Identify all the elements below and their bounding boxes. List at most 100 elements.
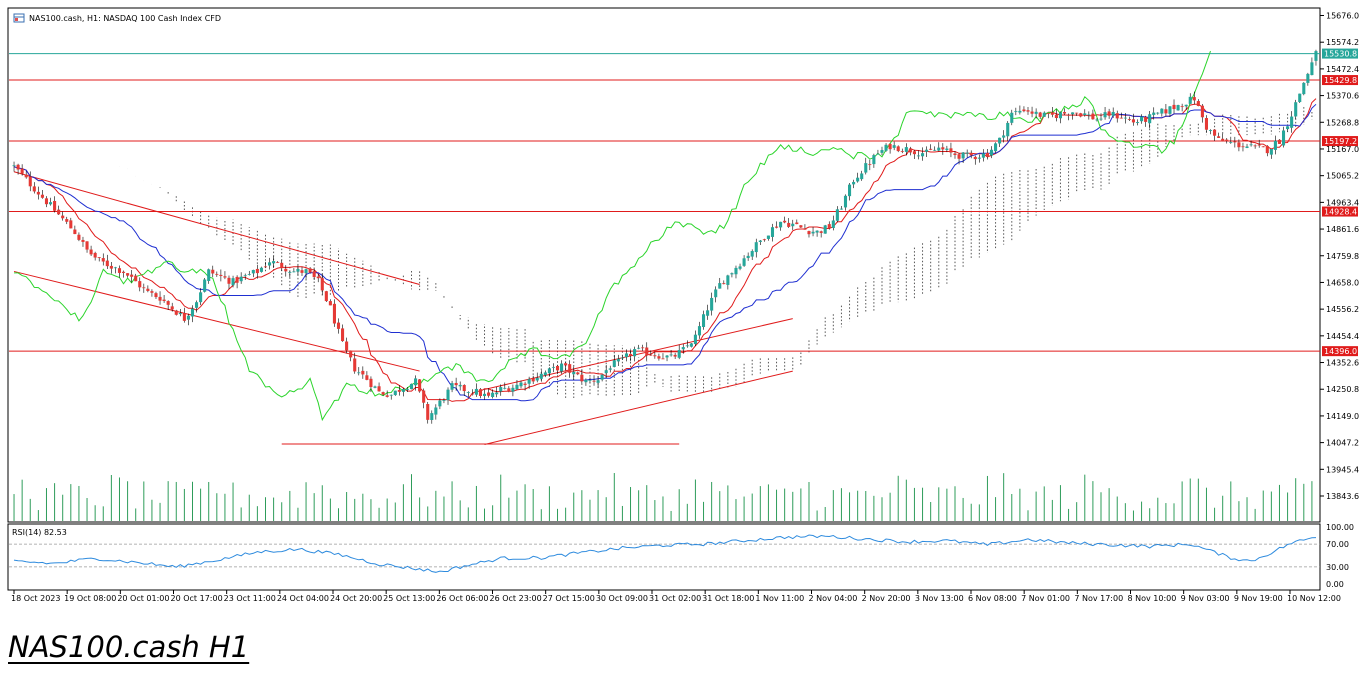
candle-body: [994, 143, 998, 152]
ascending-channel-upper[interactable]: [484, 318, 793, 390]
candle-body: [531, 378, 535, 382]
candle-body: [190, 308, 195, 317]
candle-body: [296, 268, 300, 272]
candle-body: [547, 368, 551, 374]
candle-body: [620, 357, 624, 359]
candle-body: [478, 389, 482, 396]
rsi-tick-label: 30.00: [1326, 563, 1349, 572]
time-tick-label: 24 Oct 20:00: [330, 594, 382, 603]
candle-body: [811, 231, 815, 234]
time-tick-label: 2 Nov 20:00: [862, 594, 911, 603]
candle-body: [1168, 106, 1172, 114]
candle-body: [1054, 114, 1058, 118]
chart-svg[interactable]: 15676.0 15574.2 15472.4 15370.6 15268.8 15167…: [0, 0, 1372, 608]
descending-channel-upper[interactable]: [13, 171, 420, 286]
candle-body: [904, 147, 908, 152]
candle-body: [1196, 101, 1200, 106]
candle-body: [1257, 144, 1261, 146]
time-tick-label: 10 Nov 12:00: [1287, 594, 1341, 603]
candle-body: [848, 184, 852, 197]
candle-body: [925, 149, 929, 152]
candle-body: [276, 261, 280, 263]
price-tick-label: 14454.4: [1326, 332, 1359, 341]
candle-body: [584, 379, 588, 383]
price-tick-label: 15167.0: [1326, 145, 1359, 154]
candle-body: [604, 370, 608, 374]
candle-body: [1204, 118, 1209, 130]
price-tick-label: 14963.4: [1326, 198, 1359, 207]
level-label-box: [1322, 136, 1358, 147]
price-tick-label: 14861.6: [1326, 225, 1359, 234]
candle-body: [1099, 118, 1103, 120]
candle-body: [1298, 93, 1302, 102]
candle-body: [1245, 146, 1249, 148]
candle-body: [896, 146, 900, 152]
candle-body: [576, 372, 580, 375]
candle-body: [142, 287, 146, 289]
candle-body: [677, 350, 681, 358]
time-tick-label: 7 Nov 17:00: [1074, 594, 1123, 603]
price-axis: 15676.0 15574.2 15472.4 15370.6 15268.8 15167…: [1320, 12, 1359, 501]
candle-body: [61, 215, 65, 219]
candle-body: [117, 268, 122, 273]
candle-body: [916, 155, 921, 157]
candle-body: [750, 251, 754, 257]
candle-body: [1111, 111, 1115, 116]
price-tick-label: 14149.0: [1326, 412, 1359, 421]
candle-body: [539, 373, 543, 379]
candle-body: [65, 219, 69, 222]
ascending-channel-lower[interactable]: [484, 370, 793, 445]
time-tick-label: 3 Nov 13:00: [915, 594, 964, 603]
candle-body: [1144, 116, 1148, 122]
candle-body: [138, 281, 142, 288]
candle-body: [1034, 111, 1038, 114]
chart-terminal: 15676.0 15574.2 15472.4 15370.6 15268.8 15167…: [0, 0, 1372, 608]
candle-body: [653, 355, 657, 357]
price-tick-label: 15574.2: [1326, 38, 1359, 47]
candle-body: [377, 386, 381, 392]
candle-body: [316, 276, 320, 279]
candle-body: [884, 144, 888, 151]
candle-body: [880, 150, 884, 153]
candle-body: [105, 260, 109, 267]
candle-body: [779, 221, 783, 228]
candle-body: [24, 174, 28, 178]
candle-body: [876, 153, 880, 155]
candle-body: [580, 374, 584, 382]
candle-body: [633, 349, 637, 357]
level-label-text: 14396.0: [1324, 347, 1357, 356]
price-tick-label: 14658.0: [1326, 278, 1359, 287]
candle-body: [1148, 114, 1152, 124]
candle-body: [1103, 112, 1107, 118]
candle-body: [835, 209, 839, 221]
candle-body: [401, 389, 405, 392]
horizontal-levels[interactable]: [9, 53, 1320, 352]
candle-body: [543, 372, 547, 376]
time-tick-label: 27 Oct 15:00: [543, 594, 595, 603]
candle-body: [864, 163, 868, 173]
candle-body: [85, 241, 89, 250]
candle-body: [661, 358, 665, 360]
candle-body: [770, 227, 775, 237]
time-tick-label: 26 Oct 23:00: [490, 594, 542, 603]
candle-body: [1269, 149, 1273, 155]
candle-body: [207, 269, 211, 281]
candle-body: [454, 382, 458, 386]
candle-body: [81, 239, 85, 242]
candle-body: [831, 220, 835, 229]
candle-body: [89, 249, 93, 255]
candle-body: [1192, 97, 1196, 101]
candle-body: [113, 267, 117, 269]
candle-body: [284, 268, 288, 272]
candle-body: [568, 364, 572, 373]
candle-body: [718, 283, 722, 289]
candle-body: [1188, 96, 1192, 104]
candle-body: [612, 360, 616, 367]
candle-body: [466, 392, 470, 393]
candle-body: [949, 148, 953, 153]
candle-body: [239, 276, 243, 282]
candle-body: [462, 385, 466, 392]
candle-body: [1022, 109, 1026, 112]
candle-body: [93, 252, 97, 258]
candle-body: [1314, 51, 1318, 61]
